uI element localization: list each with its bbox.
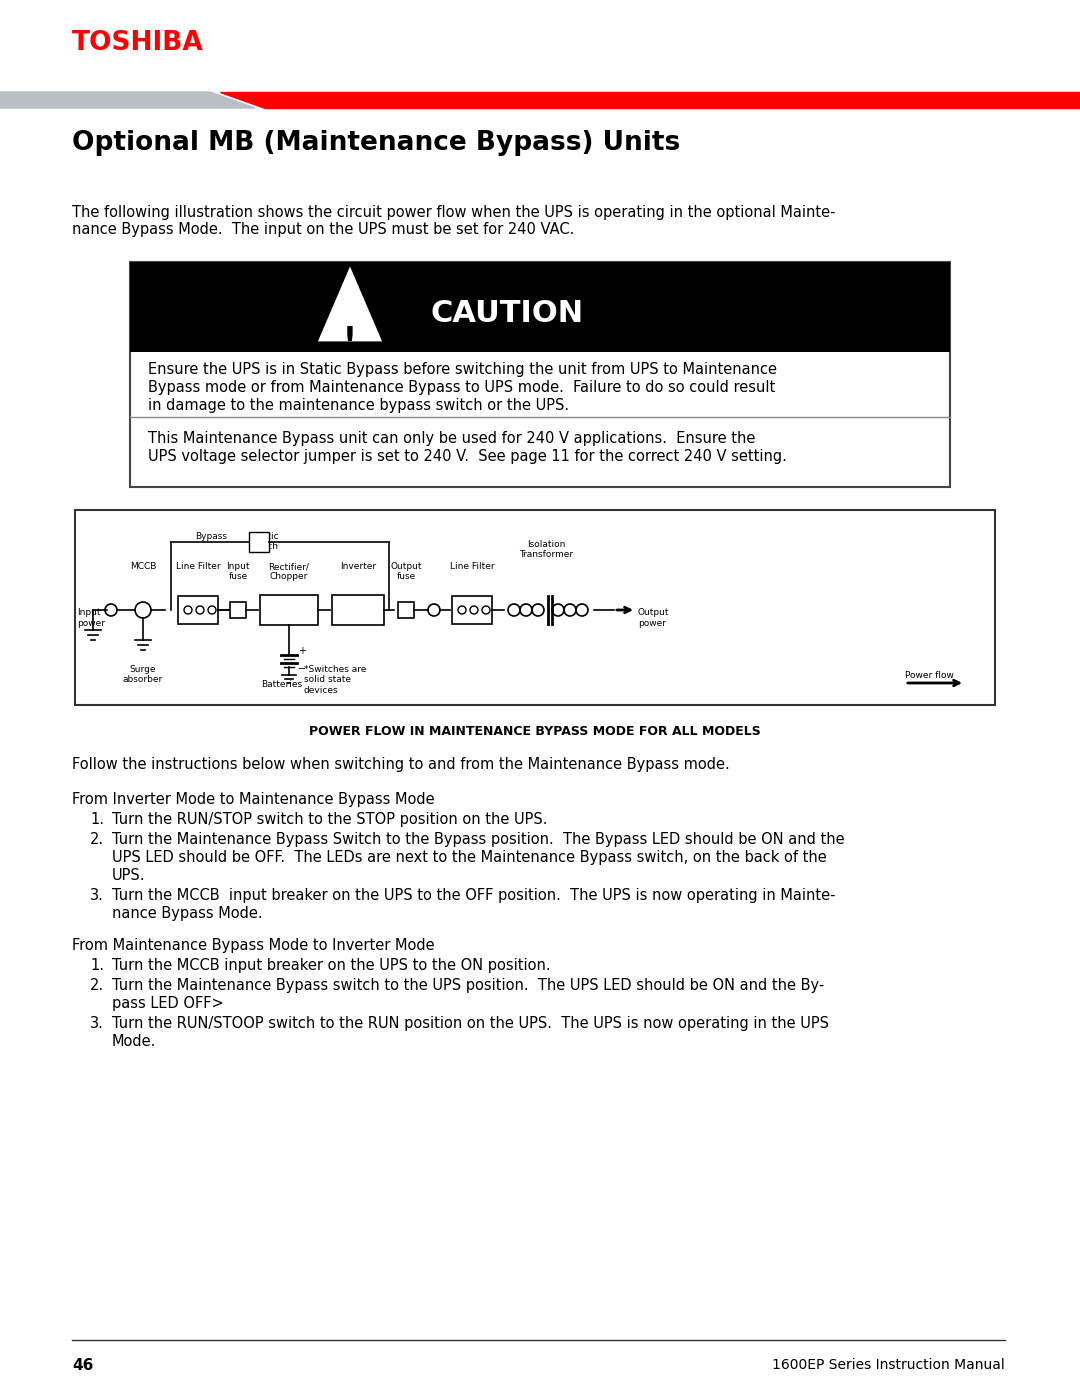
- Text: UPS.: UPS.: [112, 868, 146, 883]
- Text: 2.: 2.: [90, 833, 104, 847]
- Text: 3.: 3.: [90, 888, 104, 902]
- Text: Output
fuse: Output fuse: [390, 562, 422, 581]
- Text: !: !: [343, 326, 356, 353]
- Text: 1.: 1.: [90, 812, 104, 827]
- Text: 46: 46: [72, 1358, 93, 1373]
- Text: 1.: 1.: [90, 958, 104, 972]
- Bar: [249, 532, 269, 552]
- Polygon shape: [0, 92, 255, 108]
- Text: −: −: [298, 664, 306, 673]
- Text: pass LED OFF>: pass LED OFF>: [112, 996, 224, 1011]
- Text: 1600EP Series Instruction Manual: 1600EP Series Instruction Manual: [772, 1358, 1005, 1372]
- Text: Turn the MCCB input breaker on the UPS to the ON position.: Turn the MCCB input breaker on the UPS t…: [112, 958, 551, 972]
- Bar: [332, 595, 384, 624]
- Text: Turn the RUN/STOP switch to the STOP position on the UPS.: Turn the RUN/STOP switch to the STOP pos…: [112, 812, 548, 827]
- Bar: [178, 597, 218, 624]
- Bar: [130, 263, 950, 488]
- Text: *Switches are
solid state
devices: *Switches are solid state devices: [303, 665, 366, 694]
- Text: Ensure the UPS is in Static Bypass before switching the unit from UPS to Mainten: Ensure the UPS is in Static Bypass befor…: [148, 362, 777, 377]
- Text: POWER FLOW IN MAINTENANCE BYPASS MODE FOR ALL MODELS: POWER FLOW IN MAINTENANCE BYPASS MODE FO…: [309, 725, 761, 738]
- Text: Output
power: Output power: [638, 608, 670, 627]
- Text: Optional MB (Maintenance Bypass) Units: Optional MB (Maintenance Bypass) Units: [72, 130, 680, 156]
- Text: 2.: 2.: [90, 978, 104, 993]
- Text: From Maintenance Bypass Mode to Inverter Mode: From Maintenance Bypass Mode to Inverter…: [72, 937, 434, 953]
- Text: Follow the instructions below when switching to and from the Maintenance Bypass : Follow the instructions below when switc…: [72, 757, 730, 773]
- Bar: [130, 263, 950, 352]
- Text: Mode.: Mode.: [112, 1034, 157, 1049]
- Text: Line Filter: Line Filter: [176, 562, 220, 571]
- Text: nance Bypass Mode.: nance Bypass Mode.: [112, 907, 262, 921]
- Text: Turn the Maintenance Bypass Switch to the Bypass position.  The Bypass LED shoul: Turn the Maintenance Bypass Switch to th…: [112, 833, 845, 847]
- Text: in damage to the maintenance bypass switch or the UPS.: in damage to the maintenance bypass swit…: [148, 398, 569, 414]
- Text: *Static
switch: *Static switch: [248, 532, 280, 552]
- Bar: [230, 602, 246, 617]
- Text: nance Bypass Mode.  The input on the UPS must be set for 240 VAC.: nance Bypass Mode. The input on the UPS …: [72, 222, 575, 237]
- Text: From Inverter Mode to Maintenance Bypass Mode: From Inverter Mode to Maintenance Bypass…: [72, 792, 434, 807]
- Polygon shape: [220, 92, 1080, 108]
- Polygon shape: [320, 270, 380, 339]
- Bar: [399, 602, 414, 617]
- Bar: [453, 597, 492, 624]
- Text: Isolation
Transformer: Isolation Transformer: [518, 541, 573, 559]
- Text: Surge
absorber: Surge absorber: [123, 665, 163, 685]
- Text: Inverter: Inverter: [340, 562, 376, 571]
- Text: Input
fuse: Input fuse: [226, 562, 249, 581]
- Text: Turn the RUN/STOOP switch to the RUN position on the UPS.  The UPS is now operat: Turn the RUN/STOOP switch to the RUN pos…: [112, 1016, 829, 1031]
- Bar: [75, 510, 995, 705]
- Text: Input
power: Input power: [77, 608, 105, 627]
- Text: UPS LED should be OFF.  The LEDs are next to the Maintenance Bypass switch, on t: UPS LED should be OFF. The LEDs are next…: [112, 849, 827, 865]
- Text: Rectifier/
Chopper: Rectifier/ Chopper: [269, 562, 310, 581]
- Text: Batteries: Batteries: [261, 680, 302, 689]
- Text: Power flow: Power flow: [905, 671, 954, 680]
- Text: +: +: [298, 645, 306, 657]
- Text: MCCB: MCCB: [130, 562, 157, 571]
- Text: UPS voltage selector jumper is set to 240 V.  See page 11 for the correct 240 V : UPS voltage selector jumper is set to 24…: [148, 448, 787, 464]
- Text: CAUTION: CAUTION: [430, 299, 583, 328]
- Text: Bypass mode or from Maintenance Bypass to UPS mode.  Failure to do so could resu: Bypass mode or from Maintenance Bypass t…: [148, 380, 775, 395]
- Text: Line Filter: Line Filter: [449, 562, 495, 571]
- Text: Turn the MCCB  input breaker on the UPS to the OFF position.  The UPS is now ope: Turn the MCCB input breaker on the UPS t…: [112, 888, 836, 902]
- Bar: [260, 595, 318, 624]
- Text: TOSHIBA: TOSHIBA: [72, 29, 204, 56]
- Text: Bypass: Bypass: [195, 532, 227, 541]
- Text: This Maintenance Bypass unit can only be used for 240 V applications.  Ensure th: This Maintenance Bypass unit can only be…: [148, 432, 755, 446]
- Text: Turn the Maintenance Bypass switch to the UPS position.  The UPS LED should be O: Turn the Maintenance Bypass switch to th…: [112, 978, 824, 993]
- Text: The following illustration shows the circuit power flow when the UPS is operatin: The following illustration shows the cir…: [72, 205, 836, 219]
- Text: 3.: 3.: [90, 1016, 104, 1031]
